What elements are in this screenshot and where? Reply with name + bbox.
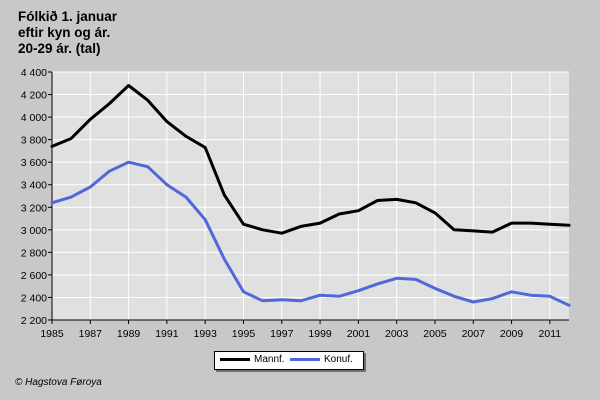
series-line-konuf [50, 160, 571, 307]
x-tick-label: 2005 [423, 328, 447, 340]
y-tick-label: 3 800 [21, 135, 47, 147]
y-tick-label: 3 600 [21, 157, 47, 169]
y-tick-label: 3 200 [21, 202, 47, 214]
x-tick-label: 2001 [347, 328, 371, 340]
x-tick-label: 1989 [117, 328, 141, 340]
x-tick-label: 2011 [539, 328, 562, 340]
legend-swatch-mannf [220, 358, 250, 361]
title-line: Fólkið 1. januar [18, 9, 118, 24]
y-tick-label: 3 000 [21, 225, 47, 237]
y-tick-label: 2 600 [21, 270, 47, 282]
x-tick-label: 2003 [385, 328, 409, 340]
copyright-credit: © Hagstova Føroya [15, 377, 102, 388]
x-tick-label: 1987 [79, 328, 103, 340]
series-line-mannf [50, 84, 571, 235]
x-tick-label: 1985 [40, 328, 64, 340]
legend: Mannf. Konuf. [214, 351, 364, 370]
x-tick-label: 1999 [308, 328, 332, 340]
y-tick-label: 4 400 [21, 67, 47, 79]
y-tick-label: 4 200 [21, 90, 47, 102]
x-tick-label: 1993 [194, 328, 218, 340]
y-tick-label: 4 000 [21, 112, 47, 124]
plot-area [52, 72, 569, 320]
x-tick-label: 1991 [155, 328, 179, 340]
legend-item-konuf: Konuf. [290, 354, 353, 365]
chart-title: Fólkið 1. januar eftir kyn og ár. 20-29 … [18, 9, 117, 57]
legend-swatch-konuf [290, 358, 320, 361]
title-line: eftir kyn og ár. [18, 25, 111, 40]
y-tick-label: 2 800 [21, 247, 47, 259]
x-tick-label: 2007 [462, 328, 486, 340]
legend-label-konuf: Konuf. [324, 354, 353, 365]
legend-label-mannf: Mannf. [254, 354, 285, 365]
y-tick-label: 3 400 [21, 180, 47, 192]
x-tick-label: 2009 [500, 328, 524, 340]
title-line: 20-29 ár. (tal) [18, 41, 101, 56]
x-tick-label: 1995 [232, 328, 256, 340]
y-tick-label: 2 400 [21, 292, 47, 304]
y-tick-label: 2 200 [21, 315, 47, 327]
legend-item-mannf: Mannf. [220, 354, 285, 365]
x-tick-label: 1997 [270, 328, 294, 340]
